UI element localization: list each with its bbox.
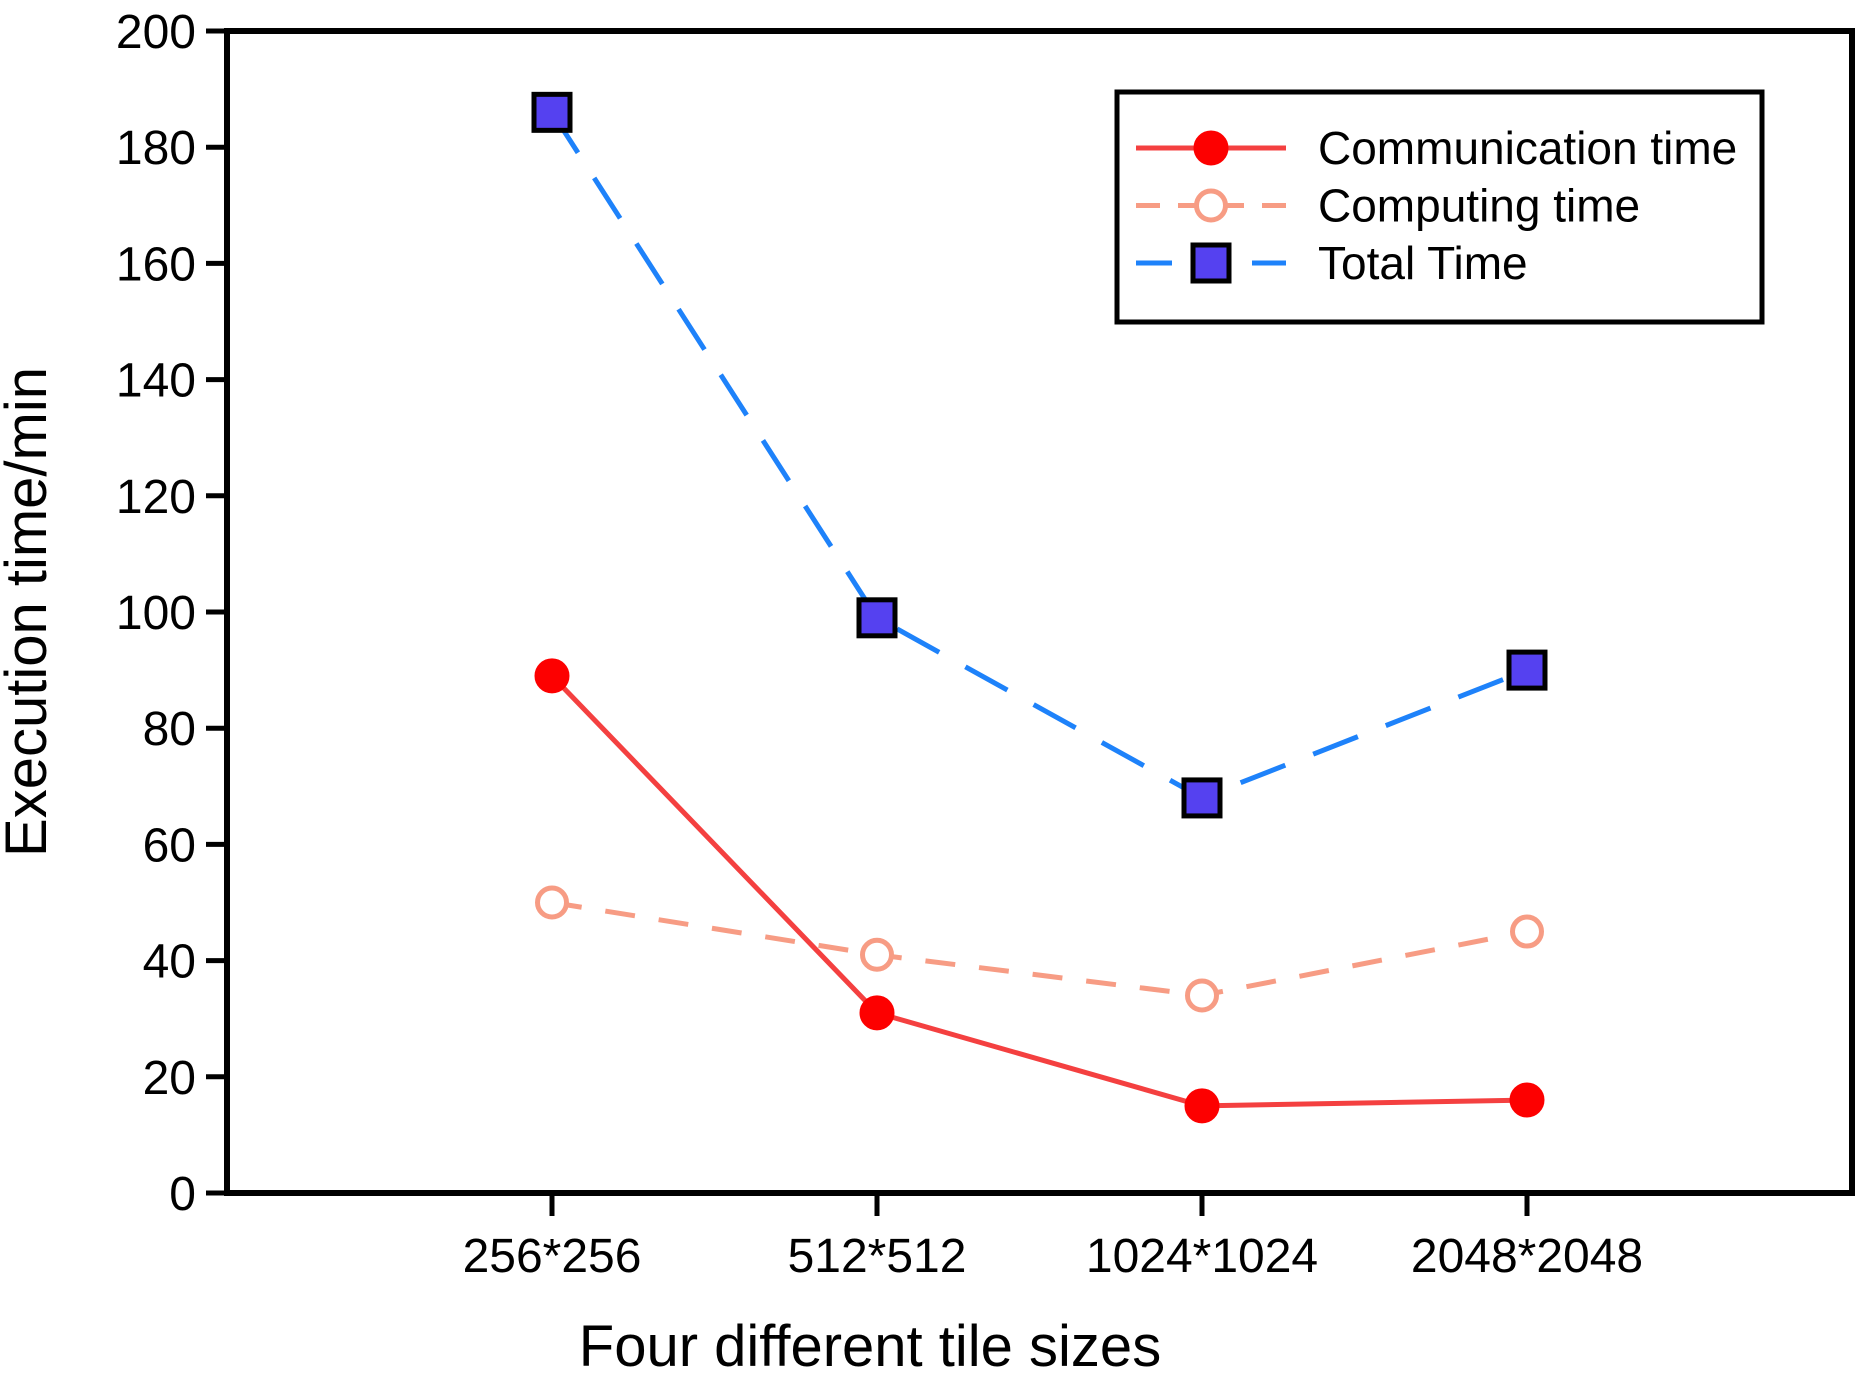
y-tick-label: 40 (143, 936, 196, 989)
x-axis-ticks: 256*256 512*512 1024*1024 2048*2048 (463, 1193, 1643, 1283)
marker-square (1506, 649, 1548, 691)
marker-circle-open (860, 937, 894, 972)
legend-item-communication-time: Communication time (1136, 122, 1737, 174)
y-axis-title: Execution time/min (0, 367, 59, 857)
x-axis-title: Four different tile sizes (579, 1314, 1161, 1379)
marker-circle-open (535, 885, 569, 920)
marker-circle (1184, 1088, 1220, 1124)
y-tick-label: 60 (143, 819, 196, 872)
series-line-total-time (549, 110, 1528, 801)
x-tick-label: 2048*2048 (1411, 1230, 1643, 1283)
marker-square (856, 597, 898, 639)
y-tick-label: 80 (143, 703, 196, 756)
marker-circle-open (1194, 188, 1228, 223)
marker-square (1181, 777, 1223, 819)
marker-circle (1193, 130, 1229, 166)
legend-item-computing-time: Computing time (1136, 180, 1640, 232)
x-tick-label: 1024*1024 (1086, 1230, 1318, 1283)
series-layer (531, 91, 1548, 1124)
y-tick-label: 160 (116, 238, 196, 291)
legend-label: Computing time (1318, 180, 1640, 232)
y-tick-label: 120 (116, 471, 196, 524)
marker-circle-open (1510, 914, 1544, 949)
y-tick-label: 0 (169, 1168, 196, 1221)
marker-square (1190, 242, 1232, 284)
legend-item-total-time: Total Time (1136, 237, 1528, 289)
marker-circle-open (1185, 978, 1219, 1013)
y-tick-label: 180 (116, 122, 196, 175)
x-tick-label: 256*256 (463, 1230, 642, 1283)
x-tick-label: 512*512 (788, 1230, 967, 1283)
marker-circle (534, 658, 570, 694)
marker-circle (1509, 1082, 1545, 1118)
y-tick-label: 140 (116, 355, 196, 408)
y-tick-label: 100 (116, 587, 196, 640)
legend-label: Communication time (1318, 122, 1737, 174)
y-tick-label: 200 (116, 6, 196, 59)
y-axis-ticks: 0 20 40 60 80 100 120 140 160 180 200 (116, 6, 227, 1221)
y-tick-label: 20 (143, 1052, 196, 1105)
legend-label: Total Time (1318, 237, 1528, 289)
marker-circle (859, 995, 895, 1031)
marker-square (531, 91, 573, 133)
series-line-computing-time (551, 900, 1528, 998)
series-line-communication-time (550, 674, 1528, 1109)
